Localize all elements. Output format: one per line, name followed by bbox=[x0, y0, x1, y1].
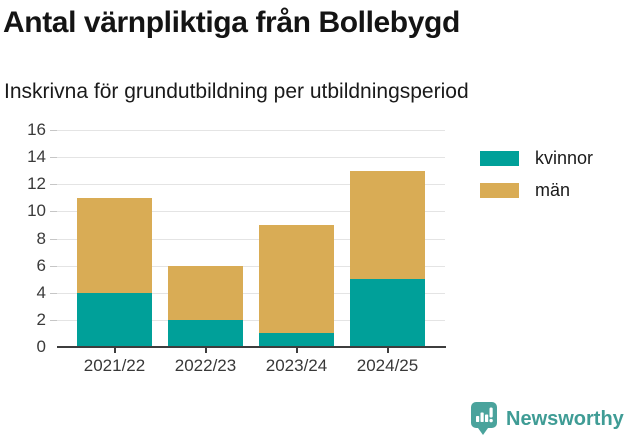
bar-segment-kvinnor-2022/23 bbox=[168, 319, 243, 347]
gridline bbox=[57, 292, 445, 294]
bar-segment-kvinnor-2023/24 bbox=[259, 333, 334, 347]
x-axis-label: 2021/22 bbox=[83, 356, 146, 375]
y-tick bbox=[50, 184, 57, 186]
legend-item-kvinnor: kvinnor bbox=[480, 148, 593, 169]
y-tick bbox=[50, 292, 57, 294]
y-tick bbox=[50, 211, 57, 213]
y-tick bbox=[50, 130, 57, 131]
gridline bbox=[57, 319, 445, 321]
y-axis-label: 4 bbox=[36, 282, 46, 302]
legend-swatch bbox=[480, 151, 519, 166]
y-axis-labels: 0 2 4 6 8 10 12 14 16 bbox=[0, 120, 46, 356]
y-axis-label: 6 bbox=[36, 255, 46, 275]
legend-swatch bbox=[480, 183, 519, 198]
gridline bbox=[57, 157, 445, 159]
x-tick bbox=[295, 348, 298, 353]
bar-segment-män-2022/23 bbox=[168, 265, 243, 320]
brand-footer: Newsworthy bbox=[471, 402, 624, 436]
y-axis-label: 12 bbox=[27, 174, 46, 194]
bar-segment-män-2024/25 bbox=[350, 170, 425, 280]
legend: kvinnor män bbox=[480, 148, 593, 201]
gridline bbox=[57, 238, 445, 240]
gridline bbox=[57, 130, 445, 131]
chart-title: Antal värnpliktiga från Bollebygd bbox=[3, 6, 460, 39]
legend-item-män: män bbox=[480, 180, 593, 201]
y-axis-label: 16 bbox=[27, 120, 46, 139]
x-tick bbox=[113, 348, 116, 353]
legend-label: kvinnor bbox=[535, 148, 594, 168]
y-axis-label: 10 bbox=[27, 201, 46, 221]
y-axis-label: 14 bbox=[27, 147, 46, 167]
y-tick bbox=[50, 265, 57, 267]
plot-area bbox=[50, 130, 445, 347]
y-axis-label: 8 bbox=[36, 228, 46, 248]
bar-segment-män-2021/22 bbox=[77, 197, 152, 293]
x-axis-label: 2024/25 bbox=[356, 356, 419, 375]
bar-segment-kvinnor-2021/22 bbox=[77, 292, 152, 347]
gridline bbox=[57, 265, 445, 267]
bar-chart-pin-icon bbox=[471, 402, 497, 435]
brand-name: Newsworthy bbox=[506, 407, 624, 430]
x-tick bbox=[386, 348, 389, 353]
chart-subtitle: Inskrivna för grundutbildning per utbild… bbox=[4, 80, 469, 103]
bar-segment-män-2023/24 bbox=[259, 224, 334, 334]
x-axis-label: 2022/23 bbox=[174, 356, 237, 375]
x-axis-label: 2023/24 bbox=[265, 356, 328, 375]
x-tick bbox=[204, 348, 207, 353]
y-tick bbox=[50, 238, 57, 240]
x-axis-line bbox=[57, 346, 446, 348]
y-axis-label: 2 bbox=[36, 309, 46, 329]
legend-label: män bbox=[535, 180, 571, 200]
bar-segment-kvinnor-2024/25 bbox=[350, 279, 425, 347]
gridline bbox=[57, 184, 445, 186]
y-tick bbox=[50, 157, 57, 159]
y-tick bbox=[50, 319, 57, 321]
gridline bbox=[57, 211, 445, 213]
y-axis-label: 0 bbox=[36, 337, 46, 356]
